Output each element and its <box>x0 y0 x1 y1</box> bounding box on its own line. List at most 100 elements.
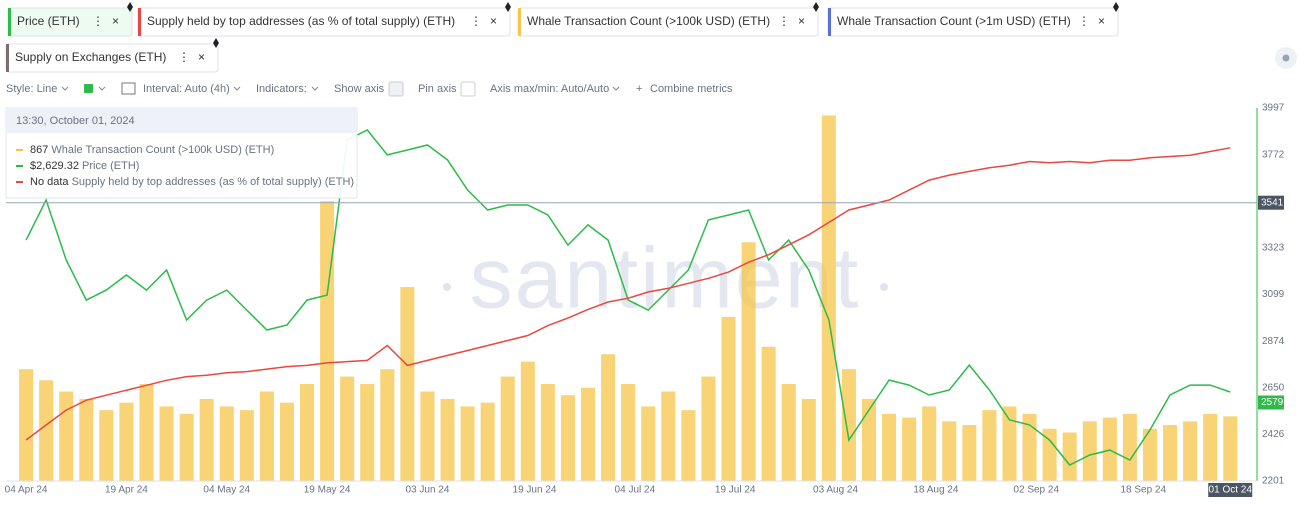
chevron <box>61 86 69 91</box>
bar <box>982 410 997 481</box>
bar <box>19 369 34 481</box>
bar <box>520 361 535 481</box>
bar <box>560 395 575 481</box>
line <box>25 129 1231 466</box>
x-tick-label: 19 Jun 24 <box>513 485 557 496</box>
bar <box>1203 413 1218 481</box>
watermark-dot <box>443 283 451 291</box>
combine-metrics[interactable]: Combine metrics <box>650 83 733 95</box>
line <box>25 147 1231 441</box>
metric-menu[interactable]: ⋮ <box>92 14 104 28</box>
bar <box>79 398 94 481</box>
metric-menu[interactable]: ⋮ <box>1078 14 1090 28</box>
bar <box>99 410 114 481</box>
x-crosshair-badge <box>1208 483 1253 497</box>
bar <box>300 384 315 481</box>
tooltip-header <box>6 108 357 133</box>
x-tick-label: 03 Aug 24 <box>813 485 858 496</box>
indicators-select[interactable]: Indicators: <box>256 83 307 95</box>
pin-axis-checkbox[interactable] <box>460 81 476 97</box>
metric-close[interactable]: × <box>798 14 805 28</box>
bar <box>741 242 756 481</box>
show-axis-label: Show axis <box>334 83 385 95</box>
x-tick-label: 18 Sep 24 <box>1120 485 1166 496</box>
metric-drag-icon[interactable] <box>813 2 819 12</box>
bar <box>761 346 776 481</box>
bar <box>39 380 54 481</box>
color-picker[interactable] <box>84 84 93 93</box>
style-select[interactable]: Style: Line <box>6 83 57 95</box>
bar <box>480 402 495 481</box>
x-tick-label: 18 Aug 24 <box>913 485 958 496</box>
metric-drag-icon[interactable] <box>213 38 219 48</box>
tooltip-value: $2,629.32 <box>30 160 79 172</box>
metric-name: Price (ETH) <box>17 14 80 28</box>
pin-axis-label: Pin axis <box>418 83 457 95</box>
bar <box>1163 425 1178 481</box>
x-tick-label: 19 May 24 <box>304 485 351 496</box>
tooltip-time: 13:30, October 01, 2024 <box>16 115 135 127</box>
bar <box>279 402 294 481</box>
metric-close[interactable]: × <box>198 50 205 64</box>
interval-select[interactable]: Interval: Auto (4h) <box>143 83 230 95</box>
tooltip-label: Price (ETH) <box>82 160 139 172</box>
chevron <box>612 86 620 91</box>
bar <box>1022 413 1037 481</box>
metric-drag-icon[interactable] <box>505 2 511 12</box>
x-tick-label: 01 Oct 24 <box>1209 485 1253 496</box>
metric-close[interactable]: × <box>1098 14 1105 28</box>
metric-drag-icon[interactable] <box>1113 2 1119 12</box>
watermark: santiment <box>470 231 861 327</box>
watermark-dot <box>880 283 888 291</box>
bar <box>1183 421 1198 481</box>
x-tick-label: 02 Sep 24 <box>1013 485 1059 496</box>
metric-menu[interactable]: ⋮ <box>470 14 482 28</box>
bar <box>320 201 335 481</box>
bar <box>1002 406 1017 481</box>
bar <box>661 391 676 481</box>
bar <box>179 413 194 481</box>
bar <box>601 354 616 481</box>
bar <box>882 413 897 481</box>
metric-drag-icon[interactable] <box>127 2 133 12</box>
metric-close[interactable]: × <box>490 14 497 28</box>
bar <box>59 391 74 481</box>
metric-name: Whale Transaction Count (>1m USD) (ETH) <box>837 14 1071 28</box>
metric-menu[interactable]: ⋮ <box>178 50 190 64</box>
bar <box>942 421 957 481</box>
show-axis-checkbox[interactable] <box>388 81 404 97</box>
bar <box>1142 428 1157 481</box>
bar <box>861 398 877 481</box>
metric-color-bar <box>138 8 141 36</box>
crosshair-value: 3541 <box>1261 197 1284 208</box>
x-tick-label: 04 Apr 24 <box>5 485 48 496</box>
bar <box>259 391 274 481</box>
bar <box>199 398 214 481</box>
metric-name: Whale Transaction Count (>100k USD) (ETH… <box>527 14 770 28</box>
metric-name: Supply held by top addresses (as % of to… <box>147 14 455 28</box>
y-tick-label: 2201 <box>1262 476 1285 487</box>
bar <box>360 384 375 481</box>
bar <box>440 398 455 481</box>
y-tick-label: 3323 <box>1262 243 1285 254</box>
x-tick-label: 19 Apr 24 <box>105 485 148 496</box>
axis-minmax-select[interactable]: Axis max/min: Auto/Auto <box>490 83 609 95</box>
bar <box>621 384 636 481</box>
metric-menu[interactable]: ⋮ <box>778 14 790 28</box>
bar <box>119 402 134 481</box>
metric-color-bar <box>518 8 521 36</box>
bar <box>801 398 816 481</box>
bar <box>1122 413 1137 481</box>
bar <box>239 410 254 481</box>
settings-dot <box>1282 54 1290 62</box>
bar <box>420 391 435 481</box>
metric-close[interactable]: × <box>112 14 119 28</box>
x-tick-label: 04 May 24 <box>203 485 250 496</box>
interval-icon <box>121 82 136 95</box>
bar <box>821 115 836 482</box>
bar <box>902 417 917 481</box>
bar <box>681 410 696 481</box>
bar <box>139 384 154 481</box>
y-tick-label: 2874 <box>1262 336 1285 347</box>
